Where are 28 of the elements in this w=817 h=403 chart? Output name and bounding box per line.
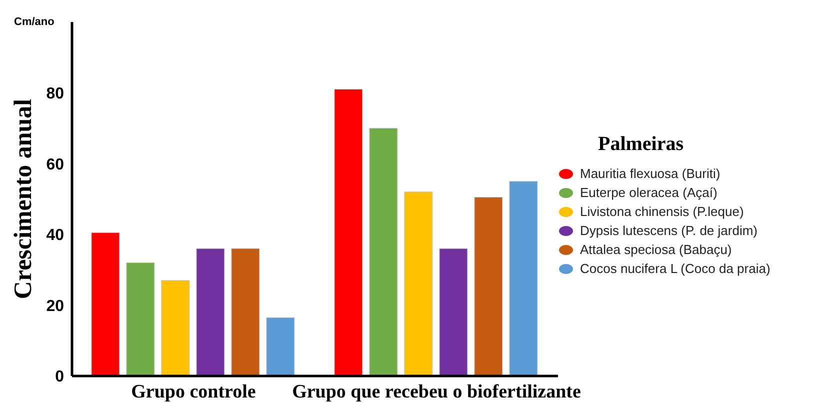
bar bbox=[404, 192, 433, 376]
y-tick-label: 80 bbox=[46, 85, 64, 102]
legend-label: Dypsis lutescens (P. de jardim) bbox=[580, 222, 758, 240]
bar bbox=[369, 128, 398, 376]
legend-title: Palmeiras bbox=[598, 133, 685, 156]
bar bbox=[91, 232, 120, 376]
y-tick-label: 0 bbox=[55, 368, 64, 386]
bar bbox=[439, 248, 468, 376]
legend-label: Attalea speciosa (Babaçu) bbox=[580, 241, 732, 259]
x-tick-label: Grupo que recebeu o biofertilizante bbox=[292, 381, 581, 402]
legend-label: Livistona chinensis (P.leque) bbox=[580, 203, 744, 221]
y-axis-title: Crescimento anual bbox=[10, 98, 37, 300]
x-tick-label: Grupo controle bbox=[131, 381, 256, 402]
y-tick-label: 40 bbox=[46, 227, 64, 244]
bar bbox=[474, 196, 503, 376]
y-tick-label: 60 bbox=[46, 156, 64, 174]
bar bbox=[196, 248, 225, 376]
bar bbox=[509, 181, 538, 376]
bar bbox=[334, 88, 363, 376]
bar bbox=[231, 248, 260, 376]
text: Cm/ano bbox=[14, 16, 54, 28]
legend-label: Euterpe oleracea (Açaí) bbox=[580, 184, 718, 202]
y-tick-label: 20 bbox=[46, 298, 64, 315]
bar bbox=[126, 262, 155, 376]
legend-label: Mauritia flexuosa (Buriti) bbox=[580, 165, 720, 183]
bar bbox=[161, 280, 190, 376]
bar bbox=[266, 317, 295, 376]
legend-label: Cocos nucifera L (Coco da praia) bbox=[580, 260, 770, 278]
